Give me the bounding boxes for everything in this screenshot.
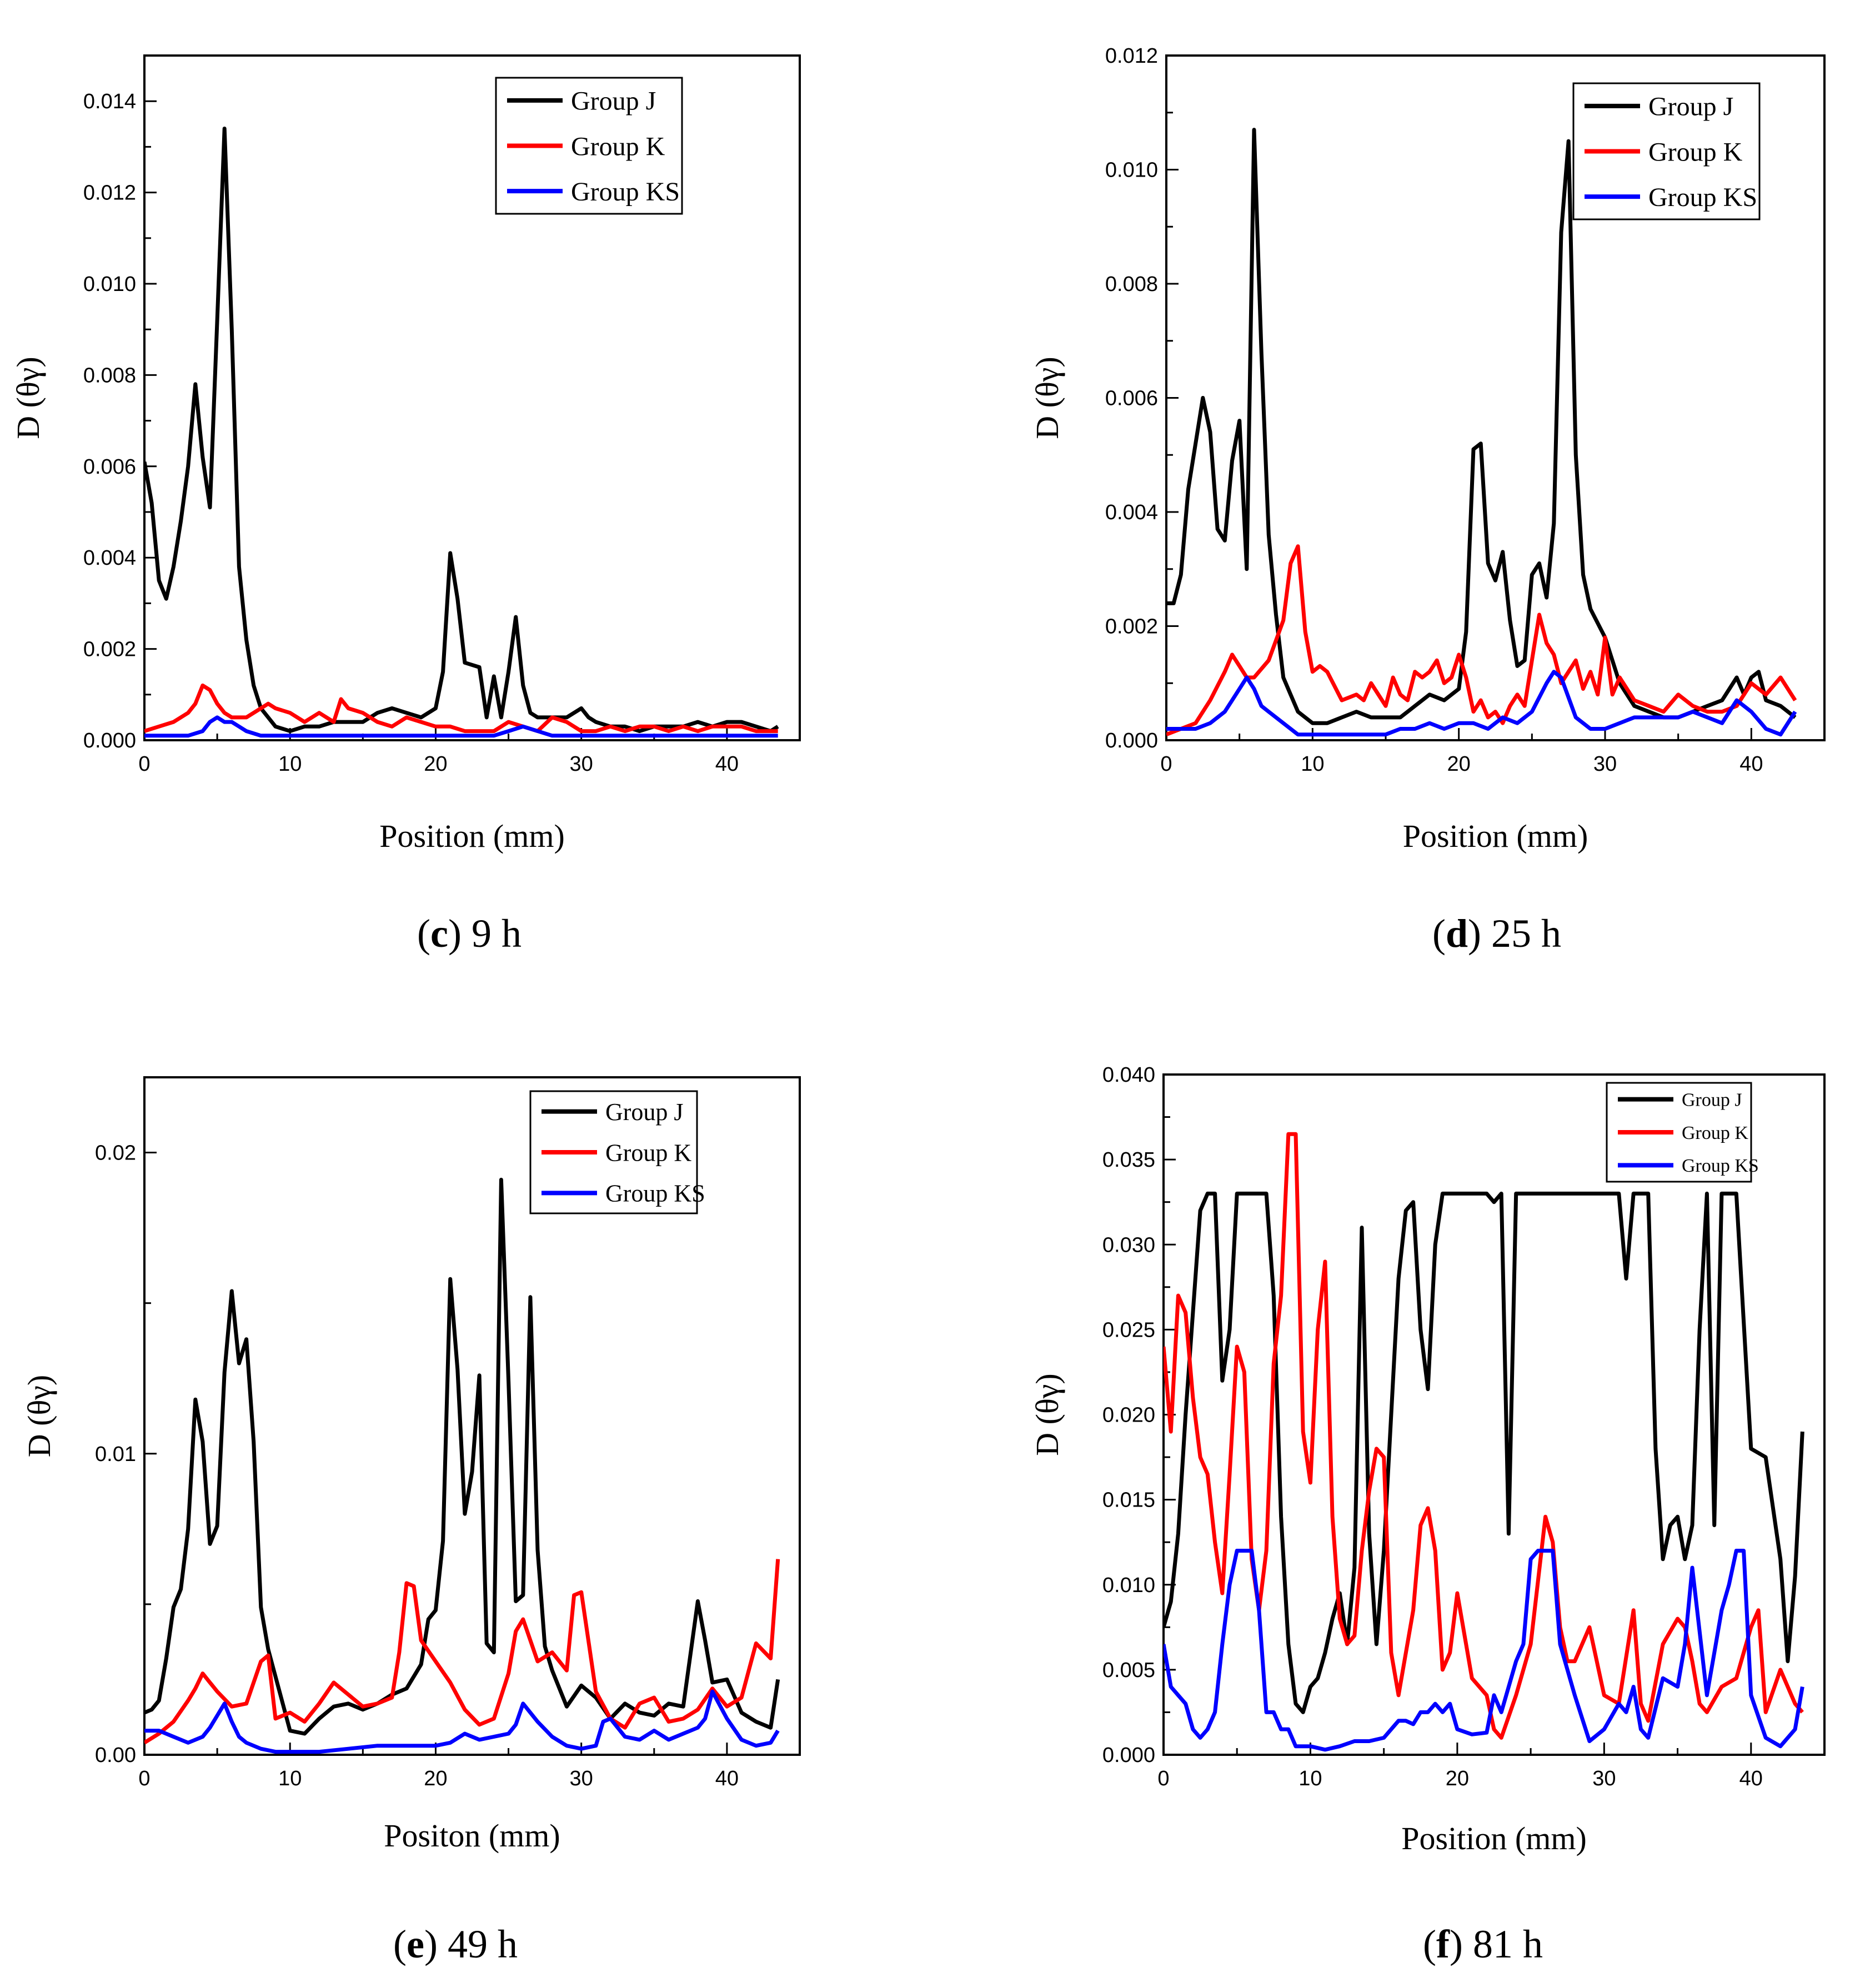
- x-tick-label: 30: [1592, 1767, 1616, 1790]
- series-line-group-j: [144, 127, 779, 734]
- series-line-group-j: [1164, 1191, 1804, 1714]
- y-tick-label: 0.00: [95, 1744, 136, 1767]
- legend-label: Group J: [1648, 92, 1733, 122]
- x-tick-label: 0: [138, 1767, 150, 1790]
- y-tick-label: 0.004: [1105, 501, 1158, 524]
- y-tick-label: 0.005: [1102, 1659, 1155, 1682]
- series-line-group-ks: [1166, 670, 1797, 737]
- x-axis-title: Position (mm): [1401, 1820, 1587, 1856]
- series-line-group-k: [144, 683, 778, 734]
- y-tick-label: 0.006: [1105, 387, 1158, 410]
- legend-label: Group K: [1682, 1123, 1748, 1143]
- series-line-group-k: [1164, 1132, 1804, 1740]
- legend-label: Group J: [605, 1098, 684, 1126]
- legend-label: Group KS: [1682, 1156, 1759, 1176]
- x-tick-label: 40: [1739, 1767, 1763, 1790]
- y-axis-title: D (θγ): [10, 357, 46, 439]
- y-tick-label: 0.008: [83, 364, 136, 387]
- series-line-group-k: [144, 1559, 780, 1745]
- y-tick-label: 0.004: [83, 546, 136, 570]
- x-tick-label: 30: [1593, 752, 1617, 776]
- y-tick-label: 0.010: [1102, 1574, 1155, 1597]
- y-tick-label: 0.000: [83, 729, 136, 752]
- y-tick-label: 0.002: [1105, 615, 1158, 639]
- x-tick-label: 30: [570, 752, 593, 776]
- x-axis-title: Position (mm): [1403, 818, 1588, 854]
- y-axis-title: D (θγ): [1029, 357, 1065, 439]
- caption-c: (c) 9 h: [417, 911, 522, 956]
- legend-label: Group K: [605, 1139, 691, 1166]
- y-tick-label: 0.040: [1102, 1063, 1155, 1087]
- x-tick-label: 0: [138, 752, 150, 776]
- y-axis-title: D (θγ): [1029, 1373, 1065, 1455]
- x-tick-label: 40: [1739, 752, 1763, 776]
- series-line-group-ks: [144, 715, 778, 738]
- plot-frame: [143, 54, 801, 741]
- y-tick-label: 0.000: [1105, 729, 1158, 752]
- x-tick-label: 10: [1298, 1767, 1322, 1790]
- y-tick-label: 0.012: [83, 182, 136, 205]
- y-tick-label: 0.014: [83, 90, 136, 113]
- legend-label: Group KS: [571, 177, 680, 207]
- y-axis-title: D (θγ): [21, 1375, 57, 1457]
- y-tick-label: 0.030: [1102, 1233, 1155, 1257]
- x-axis-title: Position (mm): [379, 818, 565, 854]
- x-tick-label: 10: [278, 752, 302, 776]
- plot-frame: [143, 1076, 801, 1756]
- chart-panel-c: 0 10 20 30 40 0.000 0.002 0.004 0.006 0.008 0.010 0…: [10, 54, 801, 854]
- series-line-group-ks: [1164, 1549, 1804, 1752]
- legend-label: Group J: [1682, 1090, 1742, 1111]
- x-tick-label: 40: [715, 752, 739, 776]
- legend-label: Group K: [1648, 137, 1743, 167]
- x-tick-label: 20: [424, 1767, 447, 1790]
- y-tick-label: 0.035: [1102, 1148, 1155, 1172]
- series-line-group-ks: [144, 1689, 780, 1754]
- x-tick-label: 0: [1160, 752, 1172, 776]
- y-tick-label: 0.000: [1102, 1744, 1155, 1767]
- series-line-group-j: [144, 1177, 780, 1736]
- chart-panel-d: 0 10 20 30 40 0.000 0.002 0.004 0.006 0.008 0.010 0…: [1029, 44, 1826, 854]
- x-tick-label: 30: [570, 1767, 593, 1790]
- y-tick-label: 0.020: [1102, 1404, 1155, 1427]
- caption-e: (e) 49 h: [393, 1922, 518, 1966]
- caption-f: (f) 81 h: [1423, 1922, 1543, 1966]
- y-tick-label: 0.02: [95, 1142, 136, 1165]
- legend-label: Group J: [571, 87, 656, 116]
- y-tick-label: 0.015: [1102, 1489, 1155, 1512]
- legend-label: Group K: [571, 132, 665, 161]
- x-tick-label: 40: [715, 1767, 739, 1790]
- x-tick-label: 0: [1157, 1767, 1169, 1790]
- legend-label: Group KS: [605, 1180, 705, 1207]
- chart-panel-e: 0 10 20 30 40 0.00 0.01 0.02 Positon (mm) D (θγ) G…: [21, 1076, 801, 1854]
- x-tick-label: 20: [1446, 1767, 1469, 1790]
- x-tick-label: 20: [1447, 752, 1471, 776]
- x-tick-label: 10: [1301, 752, 1324, 776]
- y-tick-label: 0.006: [83, 455, 136, 479]
- caption-d: (d) 25 h: [1432, 911, 1562, 956]
- y-tick-label: 0.012: [1105, 44, 1158, 68]
- x-tick-label: 20: [424, 752, 447, 776]
- y-tick-label: 0.025: [1102, 1318, 1155, 1342]
- y-tick-label: 0.002: [83, 638, 136, 661]
- y-tick-label: 0.01: [95, 1443, 136, 1466]
- chart-panel-f: 0 10 20 30 40 0.000 0.005 0.010 0.015 0.020 0.025 0…: [1029, 1063, 1826, 1856]
- series-line-group-k: [1166, 544, 1797, 736]
- x-axis-title: Positon (mm): [384, 1818, 560, 1854]
- y-tick-label: 0.008: [1105, 273, 1158, 296]
- y-tick-label: 0.010: [1105, 159, 1158, 182]
- legend-label: Group KS: [1648, 183, 1757, 212]
- x-tick-label: 10: [278, 1767, 302, 1790]
- y-tick-label: 0.010: [83, 273, 136, 296]
